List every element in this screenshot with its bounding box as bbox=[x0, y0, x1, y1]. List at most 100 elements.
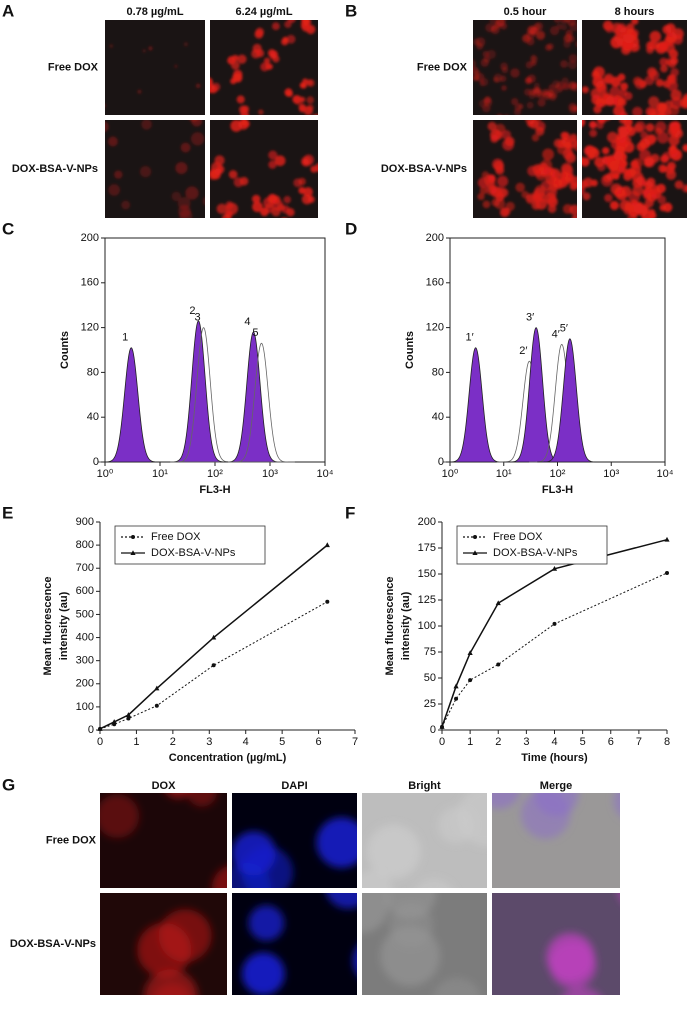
cell bbox=[648, 209, 656, 217]
cell bbox=[166, 793, 191, 799]
x-tick-label: 10⁰ bbox=[97, 468, 114, 480]
cell bbox=[214, 168, 222, 176]
cell bbox=[189, 120, 199, 122]
histogram-peak bbox=[228, 342, 295, 463]
series-line bbox=[99, 601, 328, 730]
cell bbox=[268, 160, 277, 169]
cell bbox=[647, 134, 657, 144]
cell bbox=[656, 183, 666, 194]
cell bbox=[536, 31, 546, 41]
cell bbox=[282, 36, 289, 43]
cell bbox=[496, 20, 506, 27]
cell bbox=[646, 46, 654, 54]
cell bbox=[573, 20, 576, 21]
x-tick-label: 10⁰ bbox=[442, 468, 459, 480]
cell bbox=[100, 794, 140, 838]
micrograph bbox=[582, 20, 687, 115]
data-point bbox=[325, 599, 330, 604]
cell bbox=[263, 57, 271, 65]
x-tick-label: 4 bbox=[551, 736, 557, 748]
cell bbox=[582, 86, 589, 94]
x-tick-label: 6 bbox=[608, 736, 614, 748]
cell bbox=[271, 22, 280, 31]
cell bbox=[664, 100, 674, 109]
legend-marker bbox=[131, 535, 135, 539]
cell bbox=[306, 96, 315, 104]
cell bbox=[366, 824, 421, 879]
micrograph bbox=[210, 120, 318, 218]
legend-marker bbox=[130, 550, 136, 555]
cell bbox=[105, 121, 109, 132]
y-tick-label: 25 bbox=[424, 698, 436, 710]
legend-label: Free DOX bbox=[493, 531, 543, 543]
cell bbox=[667, 74, 676, 83]
cells bbox=[210, 20, 318, 115]
cell bbox=[237, 54, 247, 64]
cell bbox=[121, 200, 131, 210]
cell bbox=[559, 20, 568, 24]
panel-letter: G bbox=[2, 775, 15, 794]
cell bbox=[521, 190, 529, 199]
cell bbox=[529, 120, 539, 129]
panel-letter: C bbox=[2, 219, 14, 238]
cell bbox=[534, 793, 579, 817]
cell bbox=[634, 78, 646, 90]
cell bbox=[480, 58, 489, 67]
cell bbox=[674, 180, 684, 190]
x-tick-label: 0 bbox=[439, 736, 445, 748]
cell bbox=[655, 41, 668, 54]
cells bbox=[362, 893, 481, 995]
micrograph bbox=[492, 793, 620, 888]
cell bbox=[542, 148, 555, 161]
cell bbox=[668, 147, 679, 158]
y-tick-label: 600 bbox=[76, 585, 94, 597]
y-tick-label: 160 bbox=[426, 277, 444, 289]
cell bbox=[605, 95, 616, 107]
data-point bbox=[125, 712, 132, 717]
y-tick-label: 500 bbox=[76, 608, 94, 620]
y-tick-label: 200 bbox=[76, 678, 94, 690]
peak-label: 4 bbox=[244, 316, 250, 328]
cell bbox=[473, 75, 479, 82]
cell bbox=[306, 24, 316, 35]
cells bbox=[137, 909, 212, 995]
cell bbox=[493, 76, 500, 83]
cell bbox=[670, 89, 682, 101]
y-axis-label: Mean fluorescence bbox=[42, 576, 54, 675]
x-tick-label: 3 bbox=[523, 736, 529, 748]
cell bbox=[433, 977, 481, 995]
peak-label: 1 bbox=[122, 332, 128, 344]
cell bbox=[274, 155, 286, 167]
cell bbox=[524, 88, 532, 96]
x-tick-label: 10⁴ bbox=[657, 468, 674, 480]
cell bbox=[143, 969, 198, 995]
cell bbox=[561, 137, 572, 148]
cell bbox=[631, 20, 639, 25]
cell bbox=[531, 133, 540, 142]
cell bbox=[649, 30, 662, 43]
peak-label: 2 bbox=[189, 305, 195, 317]
cells bbox=[241, 893, 357, 995]
cell bbox=[590, 179, 598, 187]
cell bbox=[645, 106, 656, 115]
cell bbox=[489, 20, 498, 25]
cell bbox=[601, 147, 610, 155]
cell bbox=[623, 206, 632, 215]
micrograph bbox=[362, 793, 487, 888]
cell bbox=[568, 13, 575, 20]
data-point bbox=[454, 696, 459, 701]
row-label: DOX-BSA-V-NPs bbox=[10, 938, 96, 950]
cell bbox=[210, 84, 218, 94]
cell bbox=[592, 75, 605, 88]
cell bbox=[647, 67, 657, 78]
cell bbox=[610, 77, 621, 88]
cell bbox=[613, 793, 620, 816]
legend-label: DOX-BSA-V-NPs bbox=[151, 547, 236, 559]
y-tick-label: 300 bbox=[76, 655, 94, 667]
row-label: Free DOX bbox=[46, 834, 97, 846]
cell bbox=[233, 177, 244, 188]
cell bbox=[525, 61, 533, 69]
cell bbox=[527, 165, 538, 177]
cell bbox=[171, 191, 182, 202]
